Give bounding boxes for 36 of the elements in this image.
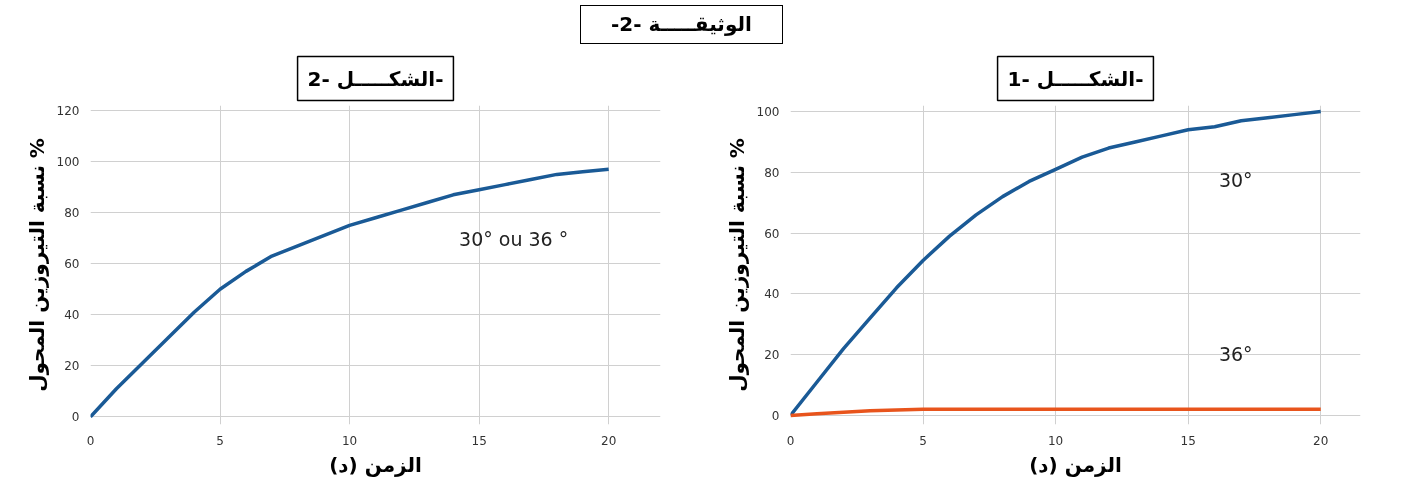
y-tick-label: 0	[771, 408, 780, 423]
x-tick-label: 0	[786, 433, 795, 448]
x-tick-label: 5	[919, 433, 927, 448]
y-tick-label: 60	[64, 256, 80, 271]
text: 36°	[1218, 342, 1253, 365]
chart-title: الشكـــــل -2-	[307, 66, 444, 91]
y-tick-label: 60	[764, 226, 780, 241]
y-tick-label: 40	[64, 307, 80, 322]
y-tick-label: 80	[64, 205, 80, 220]
x-tick-label: 20	[601, 433, 617, 448]
x-tick-label: 20	[1313, 433, 1329, 448]
y-tick-label: 100	[756, 104, 780, 119]
line-series	[90, 167, 611, 419]
y-tick-label: 40	[764, 286, 780, 301]
x-tick-label: 10	[1047, 433, 1064, 448]
x-tick-label: 15	[1180, 433, 1196, 448]
x-axis-title: الزمن (د)	[1029, 452, 1122, 477]
y-axis-title: نسبة التيروزين المحول %	[724, 137, 749, 392]
y-axis-title: نسبة التيروزين المحول %	[24, 137, 49, 392]
y-tick-label: 100	[56, 154, 80, 169]
line-series	[790, 407, 1323, 417]
series-label: 30° ou 36 °	[459, 227, 569, 250]
line-series	[790, 109, 1323, 417]
text: 30°	[1218, 168, 1253, 191]
y-tick-label: 20	[64, 358, 80, 373]
x-tick-label: 0	[86, 433, 95, 448]
x-tick-label: 10	[341, 433, 358, 448]
x-tick-label: 15	[471, 433, 487, 448]
chart-title: الشكـــــل -1-	[1007, 66, 1144, 91]
x-axis-title: الزمن (د)	[329, 452, 422, 477]
x-tick-label: 5	[216, 433, 224, 448]
text: الوثيقـــــة -2-	[611, 11, 752, 38]
y-tick-label: 20	[764, 347, 780, 362]
y-tick-label: 120	[56, 103, 80, 118]
y-tick-label: 80	[764, 165, 780, 180]
y-tick-label: 0	[71, 409, 80, 424]
